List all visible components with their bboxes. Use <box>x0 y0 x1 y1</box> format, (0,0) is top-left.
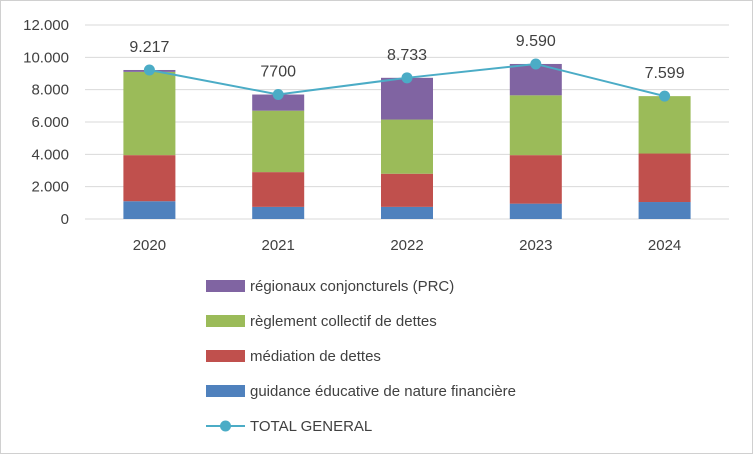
legend-swatch <box>206 280 245 292</box>
bar-segment <box>381 206 433 219</box>
bar-segment <box>509 95 562 156</box>
total-data-label: 9.590 <box>516 33 556 50</box>
bar-segment <box>638 202 691 219</box>
x-tick-label: 2024 <box>648 237 681 254</box>
legend-swatch <box>206 315 245 327</box>
total-data-label: 9.217 <box>129 39 169 56</box>
total-marker <box>143 64 155 76</box>
total-marker <box>272 89 284 101</box>
total-data-label: 8.733 <box>387 47 427 64</box>
x-tick-label: 2023 <box>519 237 552 254</box>
y-tick-label: 0 <box>61 211 69 228</box>
bar-segment <box>509 203 562 219</box>
y-tick-label: 10.000 <box>23 49 69 66</box>
legend-label: régionaux conjoncturels (PRC) <box>250 278 454 295</box>
total-marker <box>659 90 671 102</box>
bar-segment <box>509 155 562 204</box>
x-tick-label: 2020 <box>133 237 166 254</box>
total-marker <box>530 58 542 70</box>
total-marker <box>401 72 413 84</box>
bar-segment <box>252 206 305 219</box>
legend-label: TOTAL GENERAL <box>250 418 372 435</box>
bar-segment <box>638 153 691 203</box>
legend-label: médiation de dettes <box>250 348 381 365</box>
bar-segment <box>381 77 433 120</box>
legend-label: règlement collectif de dettes <box>250 313 437 330</box>
bar-segment <box>381 119 433 174</box>
bar-segment <box>123 201 176 219</box>
bar-segment <box>252 110 305 173</box>
bar-segment <box>123 71 176 156</box>
bar-segment <box>123 155 176 202</box>
legend-line-marker <box>220 420 231 432</box>
legend-label: guidance éducative de nature financière <box>250 383 516 400</box>
y-tick-label: 2.000 <box>31 179 69 196</box>
bar-segment <box>252 94 305 111</box>
legend-swatch <box>206 385 245 397</box>
total-data-label: 7.599 <box>645 65 685 82</box>
y-tick-label: 4.000 <box>31 146 69 163</box>
legend-swatch <box>206 350 245 362</box>
y-tick-label: 6.000 <box>31 114 69 131</box>
x-tick-label: 2021 <box>262 237 295 254</box>
y-tick-label: 8.000 <box>31 82 69 99</box>
y-tick-label: 12.000 <box>23 17 69 34</box>
bar-segment <box>252 172 305 207</box>
bar-segment <box>638 96 691 154</box>
x-tick-label: 2022 <box>390 237 423 254</box>
bar-segment <box>381 173 433 207</box>
total-data-label: 7700 <box>260 64 296 81</box>
